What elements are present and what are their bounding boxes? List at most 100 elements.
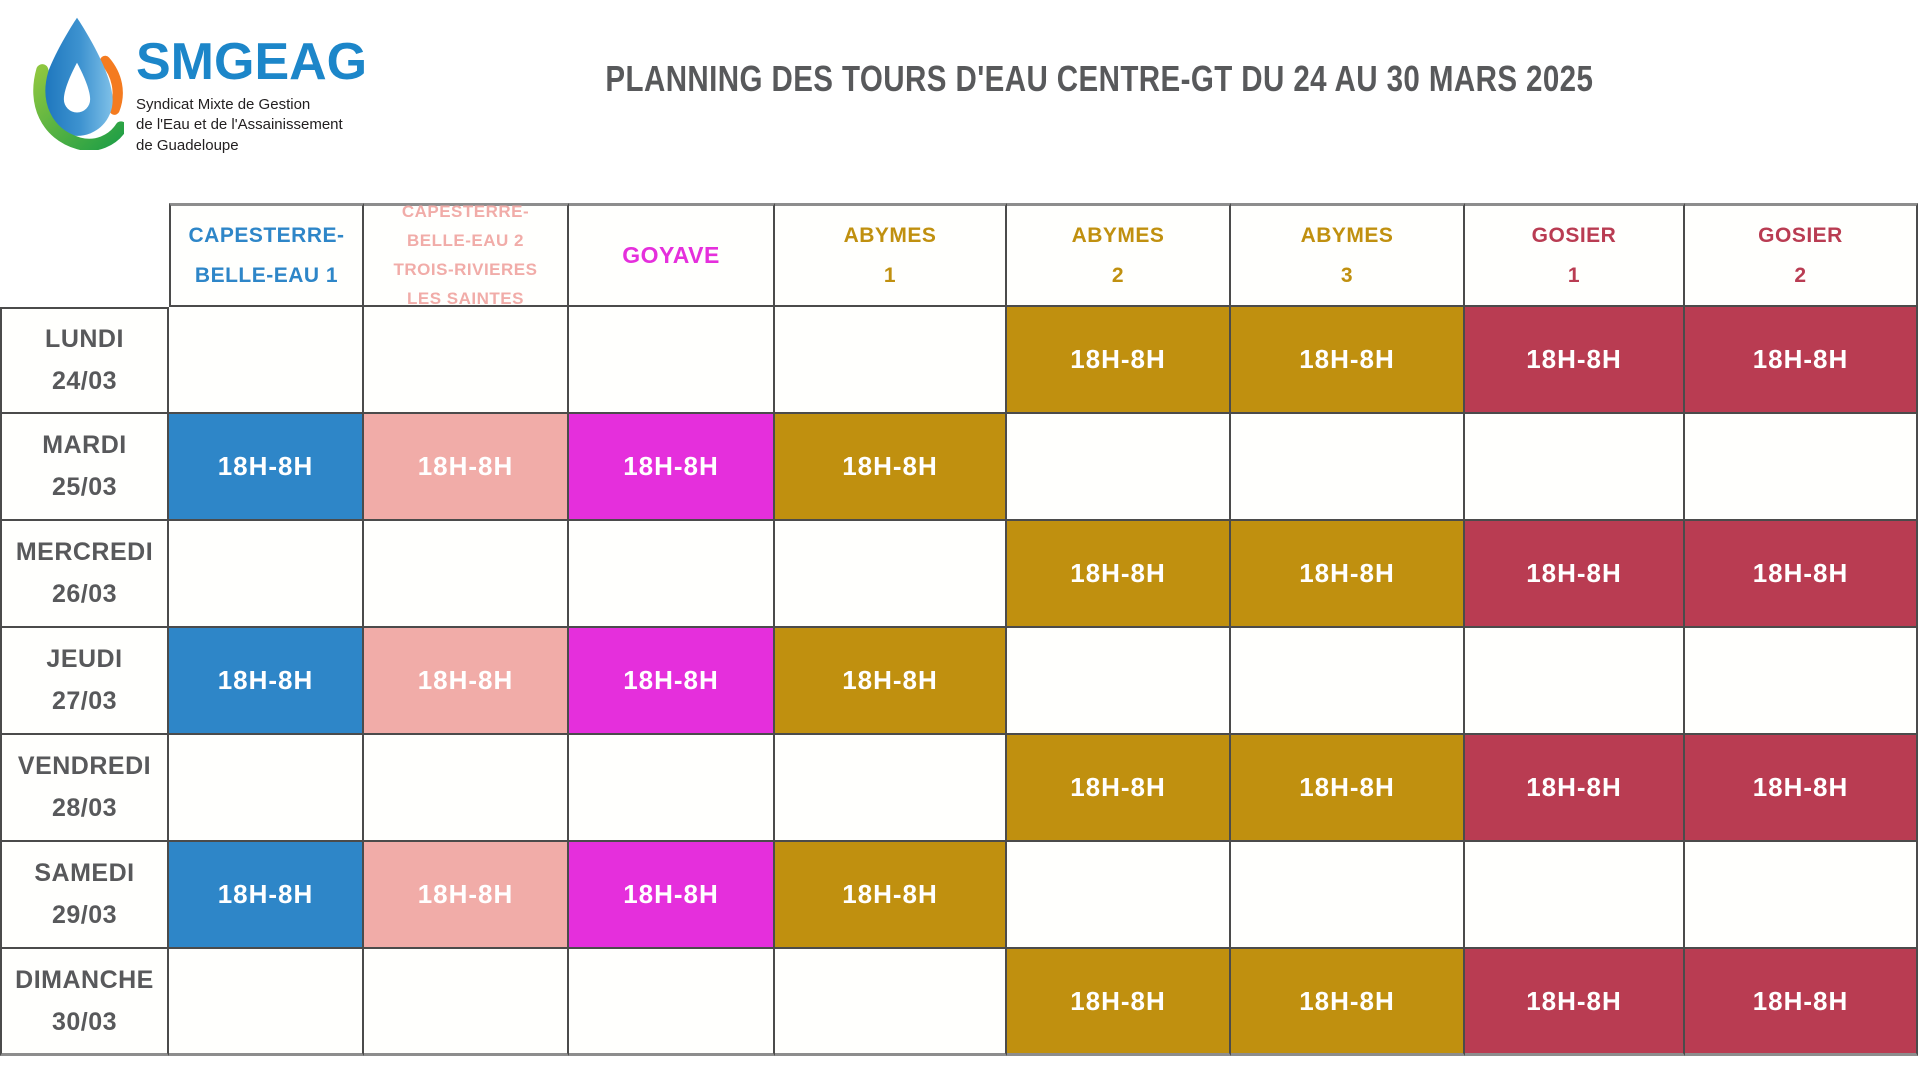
day-name: VENDREDI: [17, 752, 152, 780]
cell-mercredi-abymes2: 18H-8H: [1007, 521, 1231, 628]
column-header-gosier2: GOSIER 2: [1685, 203, 1918, 307]
time-slot-label: 18H-8H: [1299, 344, 1395, 374]
cell-lundi-abymes3: 18H-8H: [1231, 307, 1465, 414]
column-header-line: BELLE-EAU 1: [194, 263, 339, 287]
column-header-line: CAPESTERRE-: [188, 223, 345, 247]
column-header-cbe2: CAPESTERRE- BELLE-EAU 2 TROIS-RIVIERES LES …: [364, 202, 569, 308]
cell-jeudi-abymes2: [1007, 628, 1231, 735]
day-name: DIMANCHE: [15, 965, 154, 994]
cell-lundi-goyave: [569, 307, 775, 414]
time-slot-label: 18H-8H: [1526, 985, 1622, 1016]
time-slot-label: 18H-8H: [417, 451, 514, 481]
column-header-line: ABYMES: [1071, 223, 1165, 247]
page-title: PLANNING DES TOURS D'EAU CENTRE-GT DU 24…: [605, 58, 1593, 99]
cell-lundi-gosier1: 18H-8H: [1465, 307, 1685, 414]
cell-jeudi-abymes3: [1231, 628, 1465, 735]
time-slot-label: 18H-8H: [842, 451, 938, 481]
cell-mardi-goyave: 18H-8H: [569, 414, 775, 521]
cell-vendredi-abymes1: [775, 735, 1007, 842]
time-slot-label: 18H-8H: [1070, 772, 1166, 802]
column-header-line: 3: [1340, 263, 1354, 287]
cell-vendredi-gosier2: 18H-8H: [1685, 735, 1918, 842]
row-header-mercredi: MERCREDI 26/03: [0, 521, 169, 628]
cell-lundi-gosier2: 18H-8H: [1685, 307, 1918, 414]
inner-drop-highlight: [63, 62, 91, 113]
cell-samedi-cbe2: 18H-8H: [364, 842, 569, 949]
column-header-line: ABYMES: [1300, 223, 1394, 247]
column-header-goyave: GOYAVE: [569, 203, 775, 307]
column-header-line: TROIS-RIVIERES: [393, 260, 538, 279]
orange-accent: [99, 55, 123, 115]
tagline-line-1: Syndicat Mixte de Gestion: [136, 96, 311, 114]
cell-dimanche-abymes3: 18H-8H: [1231, 949, 1465, 1056]
cell-mardi-abymes1: 18H-8H: [775, 414, 1007, 521]
column-header-line: 1: [883, 263, 897, 287]
cell-vendredi-gosier1: 18H-8H: [1465, 735, 1685, 842]
tagline-line-3: de Guadeloupe: [136, 136, 239, 154]
time-slot-label: 18H-8H: [1070, 558, 1166, 588]
time-slot-label: 18H-8H: [842, 665, 938, 695]
cell-mercredi-cbe1: [169, 521, 364, 628]
time-slot-label: 18H-8H: [1299, 985, 1395, 1016]
cell-samedi-gosier2: [1685, 842, 1918, 949]
cell-lundi-cbe1: [169, 307, 364, 414]
column-header-line: CAPESTERRE-: [401, 202, 530, 221]
column-header-line: 2: [1794, 263, 1807, 287]
water-schedule-table: CAPESTERRE- BELLE-EAU 1 CAPESTERRE- BELLE-E…: [0, 202, 1918, 1056]
cell-jeudi-goyave: 18H-8H: [569, 628, 775, 735]
cell-samedi-abymes3: [1231, 842, 1465, 949]
cell-mardi-cbe2: 18H-8H: [364, 414, 569, 521]
column-header-line: 1: [1567, 263, 1581, 287]
column-header-line: BELLE-EAU 2: [407, 231, 524, 250]
water-drop-icon: [33, 17, 124, 150]
day-name: LUNDI: [45, 325, 124, 353]
cell-samedi-abymes2: [1007, 842, 1231, 949]
row-header-samedi: SAMEDI 29/03: [0, 842, 169, 949]
column-header-line: LES SAINTES: [407, 289, 524, 308]
day-name: SAMEDI: [34, 859, 135, 887]
cell-mercredi-gosier2: 18H-8H: [1685, 521, 1918, 628]
day-date: 30/03: [51, 1007, 118, 1036]
time-slot-label: 18H-8H: [1526, 558, 1622, 588]
column-header-gosier1: GOSIER 1: [1465, 203, 1685, 307]
cell-vendredi-cbe2: [364, 735, 569, 842]
title-area: PLANNING DES TOURS D'EAU CENTRE-GT DU 24…: [278, 58, 1920, 100]
time-slot-label: 18H-8H: [217, 665, 314, 695]
cell-jeudi-gosier1: [1465, 628, 1685, 735]
time-slot-label: 18H-8H: [417, 665, 514, 695]
time-slot-label: 18H-8H: [1752, 558, 1849, 588]
column-header-line: ABYMES: [843, 223, 937, 247]
cell-dimanche-abymes2: 18H-8H: [1007, 949, 1231, 1056]
cell-vendredi-abymes2: 18H-8H: [1007, 735, 1231, 842]
column-header-line: GOSIER: [1758, 223, 1843, 247]
time-slot-label: 18H-8H: [1070, 344, 1166, 374]
column-header-line: GOYAVE: [622, 242, 720, 268]
time-slot-label: 18H-8H: [1299, 558, 1395, 588]
cell-mercredi-cbe2: [364, 521, 569, 628]
cell-lundi-abymes1: [775, 307, 1007, 414]
cell-samedi-goyave: 18H-8H: [569, 842, 775, 949]
leaf-swoosh: [33, 64, 124, 150]
time-slot-label: 18H-8H: [1299, 772, 1395, 802]
row-header-lundi: LUNDI 24/03: [0, 307, 169, 414]
cell-dimanche-gosier2: 18H-8H: [1685, 949, 1918, 1056]
cell-vendredi-abymes3: 18H-8H: [1231, 735, 1465, 842]
day-date: 28/03: [51, 794, 118, 822]
column-header-cbe1: CAPESTERRE- BELLE-EAU 1: [169, 203, 364, 307]
cell-mardi-cbe1: 18H-8H: [169, 414, 364, 521]
cell-jeudi-abymes1: 18H-8H: [775, 628, 1007, 735]
cell-samedi-abymes1: 18H-8H: [775, 842, 1007, 949]
table-corner-empty: [0, 203, 169, 307]
time-slot-label: 18H-8H: [1526, 772, 1622, 802]
cell-mardi-abymes2: [1007, 414, 1231, 521]
cell-lundi-abymes2: 18H-8H: [1007, 307, 1231, 414]
day-name: JEUDI: [46, 645, 123, 673]
cell-mardi-gosier1: [1465, 414, 1685, 521]
brand-name: SMGEAG: [136, 33, 368, 91]
day-date: 26/03: [51, 580, 118, 608]
time-slot-label: 18H-8H: [1070, 985, 1166, 1016]
cell-dimanche-abymes1: [775, 949, 1007, 1056]
day-date: 25/03: [51, 473, 118, 501]
day-date: 29/03: [51, 901, 118, 929]
